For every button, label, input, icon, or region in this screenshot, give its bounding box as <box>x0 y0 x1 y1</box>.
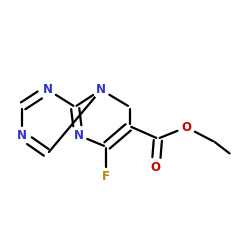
Text: N: N <box>16 129 26 142</box>
Text: N: N <box>74 129 84 142</box>
Text: N: N <box>43 83 53 96</box>
Text: O: O <box>181 121 191 134</box>
Text: N: N <box>96 83 106 96</box>
Text: F: F <box>102 170 110 183</box>
Text: O: O <box>151 160 161 173</box>
